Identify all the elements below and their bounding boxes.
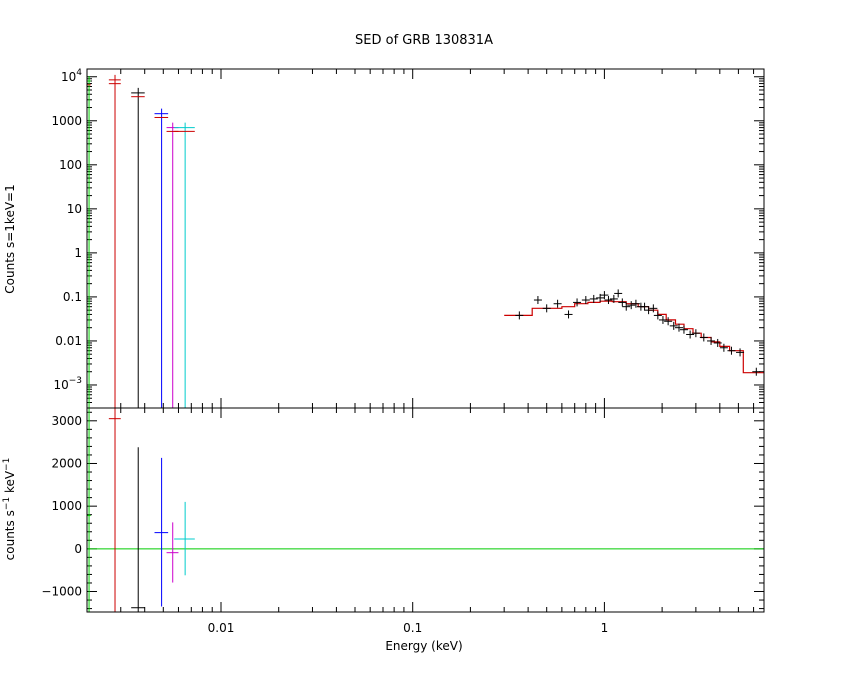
upper-y-tick-label: 1	[74, 246, 82, 260]
lower-y-tick-label: 1000	[51, 499, 82, 513]
upper-y-axis-label: Counts s=1keV=1	[3, 184, 17, 293]
upper-y-tick-label: 0.01	[55, 334, 82, 348]
plot-layer: 0.01 0.1 1 104 1000 100 10 1 0.1 0.01 10−3 3000 2000…	[41, 68, 764, 635]
x-axis-label: Energy (keV)	[385, 639, 462, 653]
x-tick-label: 1	[601, 621, 609, 635]
x-tick-label: 0.1	[403, 621, 422, 635]
upper-y-tick-label: 100	[59, 158, 82, 172]
lower-y-tick-label: 0	[74, 542, 82, 556]
upper-y-tick-label: 1000	[51, 114, 82, 128]
lower-y-tick-label: 2000	[51, 456, 82, 470]
upper-panel-frame	[86, 68, 765, 409]
upper-y-tick-label: 104	[61, 68, 82, 84]
xrt-model-line	[504, 300, 764, 374]
upper-y-tick-label: 10	[67, 202, 82, 216]
lower-panel-frame	[86, 407, 765, 613]
x-tick-label: 0.01	[208, 621, 235, 635]
lower-y-tick-label: 3000	[51, 414, 82, 428]
chart-title: SED of GRB 130831A	[355, 33, 493, 48]
lower-y-axis-label: counts s−1 keV−1	[2, 458, 17, 561]
upper-y-tick-label: 0.1	[63, 290, 82, 304]
upper-y-tick-label: 10−3	[53, 376, 82, 392]
lower-y-tick-label: −1000	[41, 585, 82, 599]
